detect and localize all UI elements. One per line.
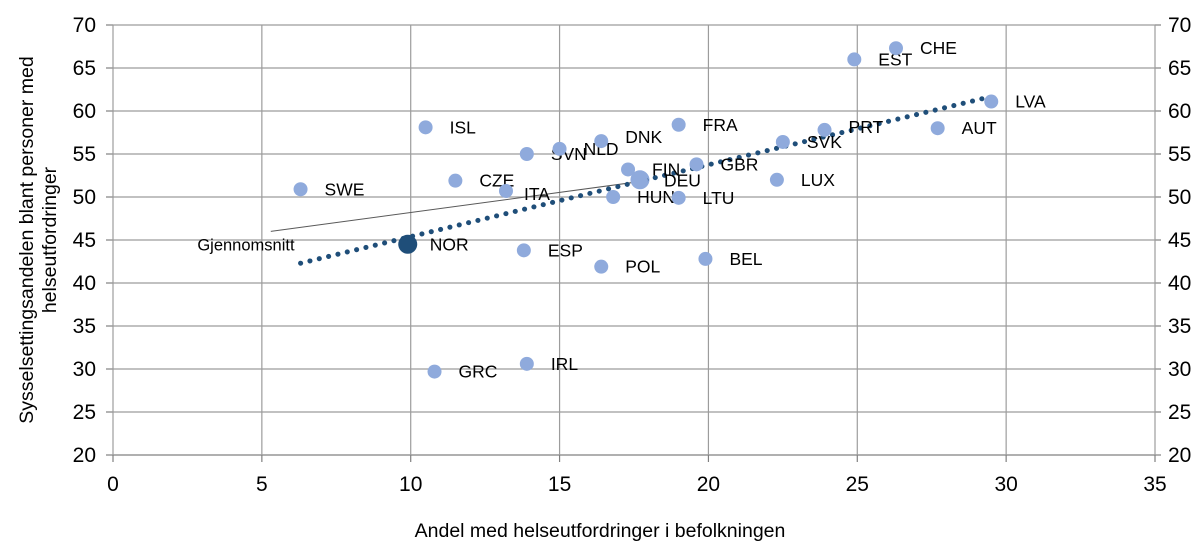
data-point-isl [418,120,433,135]
point-label-fra: FRA [703,115,738,135]
data-point-dnk [594,134,609,149]
x-tick-label: 35 [1143,473,1166,496]
y-tick-label-left: 30 [73,358,96,381]
point-label-isl: ISL [450,117,477,137]
point-label-lux: LUX [801,170,835,190]
y-tick-label-right: 55 [1168,143,1191,166]
data-point-irl [519,356,534,371]
y-tick-label-right: 50 [1168,186,1191,209]
point-label-grc: GRC [459,362,498,382]
point-label-gbr: GBR [721,154,759,174]
average-label: Gjennomsnitt [197,237,295,255]
data-point-che [888,41,903,56]
x-tick-label: 20 [697,473,720,496]
point-label-est: EST [878,49,912,69]
x-axis-title: Andel med helseutfordringer i befolkning… [415,520,786,542]
data-point-fin [621,162,636,177]
x-tick-label: 0 [107,473,119,496]
point-label-ita: ITA [524,184,550,204]
x-tick-label: 25 [846,473,869,496]
data-point-svn [519,147,534,161]
average-callout-line [270,181,639,232]
y-tick-label-right: 60 [1168,100,1191,123]
point-label-swe: SWE [325,179,365,199]
point-label-prt: PRT [849,117,884,137]
y-tick-label-left: 60 [73,100,96,123]
point-label-ltu: LTU [703,188,735,208]
point-label-fin: FIN [652,159,680,179]
data-point-ltu [671,190,686,205]
point-label-esp: ESP [548,240,583,260]
data-point-svk [775,134,790,149]
y-tick-label-left: 65 [73,57,96,80]
data-point-lva [984,94,999,109]
data-point-pol [594,259,609,274]
data-point-lux [769,172,784,187]
point-label-bel: BEL [729,249,762,269]
norway-point [398,234,418,254]
x-tick-label: 5 [256,473,268,496]
y-tick-label-right: 30 [1168,358,1191,381]
data-point-esp [516,243,531,258]
x-tick-label: 30 [994,473,1017,496]
data-point-bel [698,251,713,266]
point-label-nld: NLD [584,139,619,159]
point-label-nor: NOR [430,234,469,254]
point-label-irl: IRL [551,354,579,374]
data-point-gbr [689,157,704,172]
point-label-aut: AUT [962,118,997,138]
y-tick-label-left: 55 [73,143,96,166]
data-point-est [847,52,862,67]
data-point-swe [293,182,308,197]
y-tick-label-left: 20 [73,444,96,467]
data-point-ita [498,183,513,198]
data-point-nld [552,141,567,156]
point-label-dnk: DNK [625,127,662,147]
point-label-che: CHE [920,38,957,58]
data-point-cze [448,173,463,188]
point-label-deu: DEU [664,171,701,191]
data-point-fra [671,117,686,132]
y-axis-title-line2: helseutfordringer [39,166,61,313]
y-axis-title-line1: Sysselsettingsandelen blant personer med [16,56,38,423]
y-tick-label-right: 45 [1168,229,1191,252]
data-point-deu [631,172,648,189]
y-tick-label-left: 35 [73,315,96,338]
y-tick-label-left: 25 [73,401,96,424]
y-tick-label-right: 25 [1168,401,1191,424]
x-tick-label: 10 [399,473,422,496]
data-point-grc [427,364,442,379]
y-tick-label-left: 70 [73,14,96,37]
point-label-lva: LVA [1015,92,1046,112]
point-label-pol: POL [625,257,660,277]
data-point-prt [817,122,832,137]
point-label-hun: HUN [637,187,675,207]
y-tick-label-right: 40 [1168,272,1191,295]
x-tick-label: 15 [548,473,571,496]
y-tick-label-right: 65 [1168,57,1191,80]
y-tick-label-right: 35 [1168,315,1191,338]
y-tick-label-left: 40 [73,272,96,295]
point-label-svk: SVK [807,132,842,152]
y-tick-label-left: 50 [73,186,96,209]
data-point-aut [930,121,945,136]
y-tick-label-right: 70 [1168,14,1191,37]
data-point-hun [606,190,621,204]
y-tick-label-right: 20 [1168,444,1191,467]
y-tick-label-left: 45 [73,229,96,252]
